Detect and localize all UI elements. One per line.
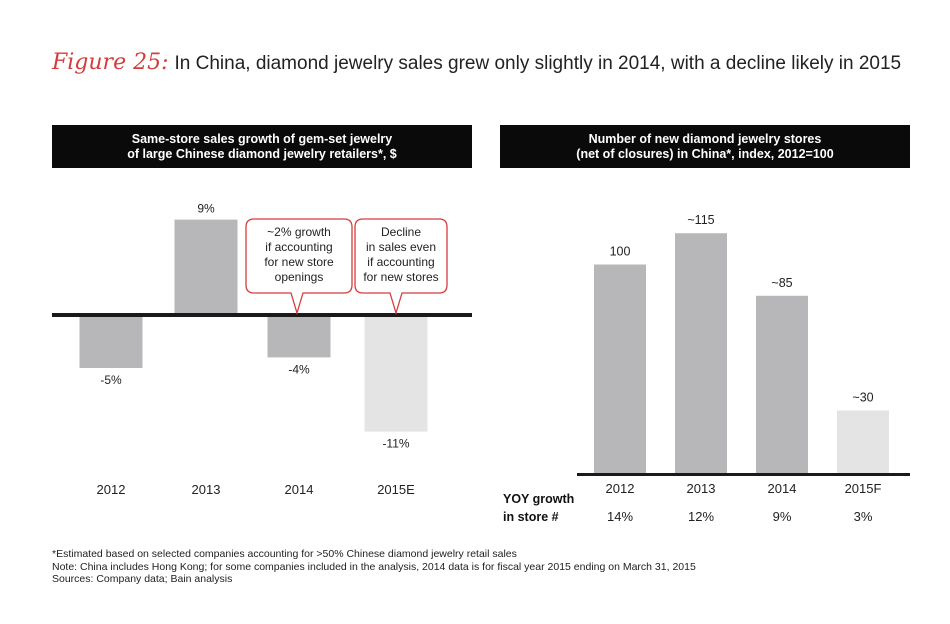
callout-2014-line-2: if accounting bbox=[265, 240, 332, 254]
right-bar-2015F bbox=[837, 410, 889, 473]
left-category-label-2014: 2014 bbox=[285, 482, 314, 497]
callout-2015E-line-4: for new stores bbox=[363, 270, 438, 284]
right-value-label-2013: ~115 bbox=[687, 213, 714, 227]
left-category-label-2015E: 2015E bbox=[377, 482, 415, 497]
left-value-label-2014: -4% bbox=[288, 362, 310, 376]
footnote-sources: Sources: Company data; Bain analysis bbox=[52, 573, 233, 585]
right-bar-2014 bbox=[756, 295, 808, 473]
right-growth-value-2013: 12% bbox=[688, 509, 714, 524]
right-category-label-2013: 2013 bbox=[687, 481, 716, 496]
callout-2015E-line-1: Decline bbox=[381, 225, 421, 239]
left-bar-2014 bbox=[267, 315, 331, 358]
callout-2015E-line-3: if accounting bbox=[367, 255, 434, 269]
callout-2014-line-3: for new store bbox=[264, 255, 334, 269]
callout-2014-line-4: openings bbox=[275, 270, 324, 284]
callout-2014-line-1: ~2% growth bbox=[267, 225, 331, 239]
left-category-label-2012: 2012 bbox=[97, 482, 126, 497]
figure-label: Figure 25: bbox=[52, 50, 169, 75]
right-growth-value-2015F: 3% bbox=[854, 509, 873, 524]
footnotes: *Estimated based on selected companies a… bbox=[52, 548, 696, 586]
right-category-label-2012: 2012 bbox=[606, 481, 635, 496]
left-category-label-2013: 2013 bbox=[192, 482, 221, 497]
figure-title: Figure 25: In China, diamond jewelry sale… bbox=[52, 50, 901, 75]
right-category-label-2015F: 2015F bbox=[845, 481, 882, 496]
growth-row-label-line-1: YOY growth bbox=[503, 492, 574, 506]
callout-2015E-line-2: in sales even bbox=[366, 240, 436, 254]
figure-title-text: In China, diamond jewelry sales grew onl… bbox=[174, 53, 902, 74]
left-value-label-2013: 9% bbox=[197, 202, 215, 216]
left-value-label-2015E: -11% bbox=[382, 437, 409, 451]
footnote-asterisk: *Estimated based on selected companies a… bbox=[52, 548, 517, 560]
callout-2014-box bbox=[245, 218, 353, 316]
right-chart-title-line-2: (net of closures) in China*, index, 2012… bbox=[576, 146, 834, 161]
right-growth-value-2012: 14% bbox=[607, 509, 633, 524]
growth-row-label-line-2: in store # bbox=[503, 510, 559, 524]
right-bar-2013 bbox=[675, 233, 727, 473]
right-value-label-2012: 100 bbox=[610, 245, 631, 259]
right-bar-2012 bbox=[594, 264, 646, 473]
left-bar-2015E bbox=[364, 315, 428, 432]
footnote-note: Note: China includes Hong Kong; for some… bbox=[52, 560, 696, 573]
right-chart-title-line-1: Number of new diamond jewelry stores bbox=[588, 131, 822, 146]
right-category-label-2014: 2014 bbox=[768, 481, 797, 496]
left-chart-title-line-1: Same-store sales growth of gem-set jewel… bbox=[131, 131, 393, 146]
right-value-label-2015F: ~30 bbox=[852, 390, 873, 404]
right-chart-header: Number of new diamond jewelry stores (ne… bbox=[500, 125, 910, 168]
left-chart-title-line-2: of large Chinese diamond jewelry retaile… bbox=[127, 146, 397, 161]
left-value-label-2012: -5% bbox=[100, 373, 122, 387]
callout-2015E-box bbox=[354, 218, 448, 316]
left-chart-header: Same-store sales growth of gem-set jewel… bbox=[52, 125, 472, 168]
right-growth-value-2014: 9% bbox=[773, 509, 792, 524]
left-bar-2013 bbox=[174, 219, 238, 315]
right-value-label-2014: ~85 bbox=[771, 276, 792, 290]
left-bar-2012 bbox=[79, 315, 143, 368]
